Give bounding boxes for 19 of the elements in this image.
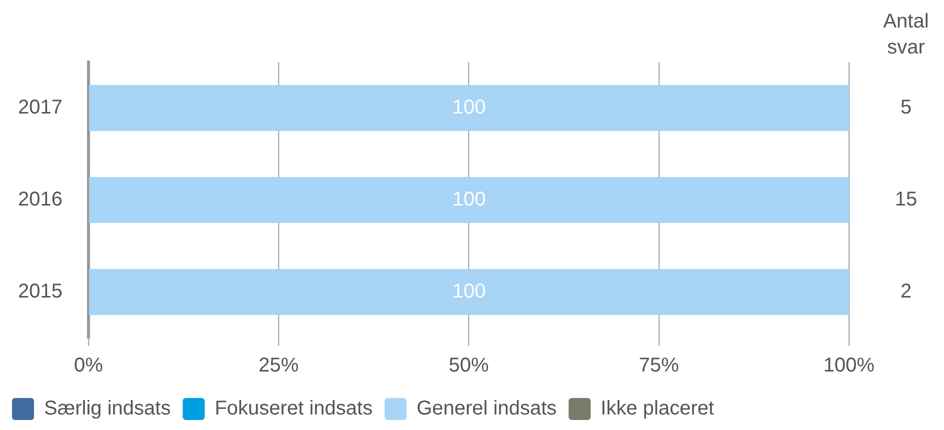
legend-label: Fokuseret indsats bbox=[214, 398, 373, 420]
x-tick-label: 25% bbox=[258, 354, 299, 377]
text: 2 bbox=[900, 280, 912, 303]
y-tick-label: 2016 bbox=[18, 188, 62, 211]
legend-label: Særlig indsats bbox=[44, 398, 171, 420]
x-tick-label: 100% bbox=[823, 354, 875, 377]
x-tick-label: 0% bbox=[74, 354, 104, 377]
text: 15 bbox=[894, 188, 918, 211]
data-label: 100 bbox=[452, 96, 486, 119]
y-tick-label: 2017 bbox=[18, 96, 62, 119]
legend-label: Generel indsats bbox=[416, 398, 557, 420]
legend-label: Ikke placeret bbox=[600, 398, 714, 420]
x-tick-label: 75% bbox=[638, 354, 680, 377]
y-tick-label: 2015 bbox=[18, 280, 62, 303]
y2-axis-title: Antal svar bbox=[883, 10, 929, 59]
data-label: 100 bbox=[452, 280, 486, 303]
text: 5 bbox=[900, 96, 912, 119]
x-tick-label: 50% bbox=[448, 354, 489, 377]
data-label: 100 bbox=[452, 188, 486, 211]
